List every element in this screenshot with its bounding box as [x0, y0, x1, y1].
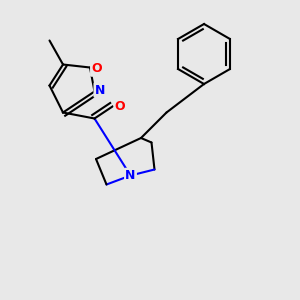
Text: O: O	[115, 100, 125, 113]
Text: O: O	[91, 62, 102, 76]
Text: N: N	[125, 169, 136, 182]
Text: N: N	[95, 83, 105, 97]
